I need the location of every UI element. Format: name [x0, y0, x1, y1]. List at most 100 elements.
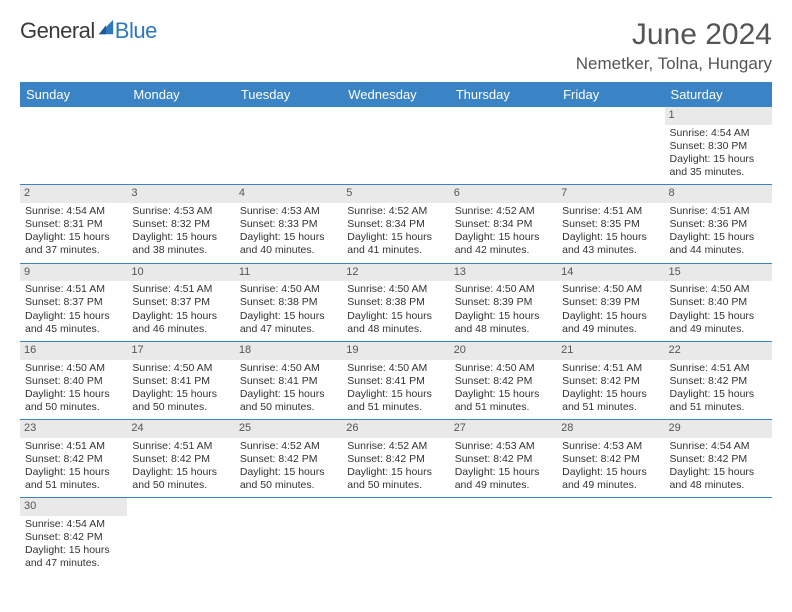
- day-sunset: Sunset: 8:38 PM: [347, 296, 444, 309]
- day-d2: and 40 minutes.: [240, 244, 337, 257]
- calendar-empty-cell: [450, 107, 557, 185]
- day-sunrise: Sunrise: 4:54 AM: [670, 440, 767, 453]
- day-sunset: Sunset: 8:34 PM: [347, 218, 444, 231]
- day-number: 17: [127, 342, 234, 360]
- day-d1: Daylight: 15 hours: [670, 388, 767, 401]
- brand-blue: Blue: [115, 18, 157, 44]
- day-sunrise: Sunrise: 4:53 AM: [132, 205, 229, 218]
- day-number: 6: [450, 185, 557, 203]
- day-sunrise: Sunrise: 4:50 AM: [455, 283, 552, 296]
- weekday-header: Saturday: [665, 82, 772, 107]
- day-d1: Daylight: 15 hours: [347, 310, 444, 323]
- day-sunrise: Sunrise: 4:52 AM: [347, 440, 444, 453]
- day-d2: and 50 minutes.: [132, 401, 229, 414]
- day-number: 11: [235, 264, 342, 282]
- day-d1: Daylight: 15 hours: [240, 388, 337, 401]
- day-sunset: Sunset: 8:42 PM: [562, 375, 659, 388]
- day-d1: Daylight: 15 hours: [562, 310, 659, 323]
- day-d2: and 46 minutes.: [132, 323, 229, 336]
- calendar-day-cell: 30Sunrise: 4:54 AMSunset: 8:42 PMDayligh…: [20, 498, 127, 576]
- calendar-week-row: 2Sunrise: 4:54 AMSunset: 8:31 PMDaylight…: [20, 185, 772, 263]
- calendar-empty-cell: [235, 498, 342, 576]
- day-d1: Daylight: 15 hours: [132, 466, 229, 479]
- day-sunset: Sunset: 8:42 PM: [25, 531, 122, 544]
- day-sunset: Sunset: 8:35 PM: [562, 218, 659, 231]
- calendar-day-cell: 3Sunrise: 4:53 AMSunset: 8:32 PMDaylight…: [127, 185, 234, 263]
- day-d2: and 51 minutes.: [25, 479, 122, 492]
- calendar-empty-cell: [127, 107, 234, 185]
- calendar-empty-cell: [665, 498, 772, 576]
- day-d2: and 48 minutes.: [455, 323, 552, 336]
- day-sunset: Sunset: 8:39 PM: [455, 296, 552, 309]
- day-number: 25: [235, 420, 342, 438]
- day-d2: and 50 minutes.: [25, 401, 122, 414]
- day-d2: and 45 minutes.: [25, 323, 122, 336]
- day-d1: Daylight: 15 hours: [132, 310, 229, 323]
- calendar-day-cell: 20Sunrise: 4:50 AMSunset: 8:42 PMDayligh…: [450, 341, 557, 419]
- day-number: 18: [235, 342, 342, 360]
- day-sunset: Sunset: 8:40 PM: [25, 375, 122, 388]
- day-d1: Daylight: 15 hours: [25, 544, 122, 557]
- day-d2: and 35 minutes.: [670, 166, 767, 179]
- sail-icon: [97, 18, 115, 36]
- day-sunset: Sunset: 8:42 PM: [240, 453, 337, 466]
- day-sunset: Sunset: 8:42 PM: [562, 453, 659, 466]
- day-number: 26: [342, 420, 449, 438]
- calendar-empty-cell: [450, 498, 557, 576]
- day-d2: and 48 minutes.: [347, 323, 444, 336]
- day-number: 9: [20, 264, 127, 282]
- day-sunrise: Sunrise: 4:51 AM: [25, 440, 122, 453]
- day-d2: and 37 minutes.: [25, 244, 122, 257]
- calendar-week-row: 23Sunrise: 4:51 AMSunset: 8:42 PMDayligh…: [20, 420, 772, 498]
- day-d1: Daylight: 15 hours: [670, 466, 767, 479]
- day-d1: Daylight: 15 hours: [25, 310, 122, 323]
- day-d2: and 51 minutes.: [562, 401, 659, 414]
- day-sunset: Sunset: 8:30 PM: [670, 140, 767, 153]
- day-d2: and 48 minutes.: [670, 479, 767, 492]
- day-number: 10: [127, 264, 234, 282]
- day-d2: and 51 minutes.: [670, 401, 767, 414]
- calendar-empty-cell: [557, 498, 664, 576]
- day-d1: Daylight: 15 hours: [240, 231, 337, 244]
- day-sunset: Sunset: 8:42 PM: [132, 453, 229, 466]
- day-number: 7: [557, 185, 664, 203]
- calendar-empty-cell: [20, 107, 127, 185]
- day-sunrise: Sunrise: 4:54 AM: [670, 127, 767, 140]
- day-d2: and 47 minutes.: [240, 323, 337, 336]
- calendar-table: SundayMondayTuesdayWednesdayThursdayFrid…: [20, 82, 772, 576]
- day-sunrise: Sunrise: 4:50 AM: [347, 362, 444, 375]
- weekday-header: Sunday: [20, 82, 127, 107]
- calendar-day-cell: 21Sunrise: 4:51 AMSunset: 8:42 PMDayligh…: [557, 341, 664, 419]
- day-sunrise: Sunrise: 4:50 AM: [347, 283, 444, 296]
- day-number: 24: [127, 420, 234, 438]
- calendar-day-cell: 11Sunrise: 4:50 AMSunset: 8:38 PMDayligh…: [235, 263, 342, 341]
- day-d1: Daylight: 15 hours: [562, 466, 659, 479]
- weekday-header: Tuesday: [235, 82, 342, 107]
- day-sunrise: Sunrise: 4:52 AM: [455, 205, 552, 218]
- day-d1: Daylight: 15 hours: [670, 231, 767, 244]
- day-d1: Daylight: 15 hours: [132, 231, 229, 244]
- weekday-header: Monday: [127, 82, 234, 107]
- day-sunset: Sunset: 8:39 PM: [562, 296, 659, 309]
- day-sunrise: Sunrise: 4:50 AM: [25, 362, 122, 375]
- day-sunrise: Sunrise: 4:52 AM: [240, 440, 337, 453]
- calendar-day-cell: 23Sunrise: 4:51 AMSunset: 8:42 PMDayligh…: [20, 420, 127, 498]
- day-d1: Daylight: 15 hours: [455, 310, 552, 323]
- day-d1: Daylight: 15 hours: [347, 231, 444, 244]
- day-sunrise: Sunrise: 4:51 AM: [562, 205, 659, 218]
- day-sunset: Sunset: 8:37 PM: [25, 296, 122, 309]
- day-number: 15: [665, 264, 772, 282]
- day-d1: Daylight: 15 hours: [132, 388, 229, 401]
- day-number: 20: [450, 342, 557, 360]
- calendar-week-row: 1Sunrise: 4:54 AMSunset: 8:30 PMDaylight…: [20, 107, 772, 185]
- location: Nemetker, Tolna, Hungary: [576, 54, 772, 74]
- calendar-day-cell: 22Sunrise: 4:51 AMSunset: 8:42 PMDayligh…: [665, 341, 772, 419]
- day-sunset: Sunset: 8:40 PM: [670, 296, 767, 309]
- calendar-day-cell: 10Sunrise: 4:51 AMSunset: 8:37 PMDayligh…: [127, 263, 234, 341]
- calendar-empty-cell: [235, 107, 342, 185]
- day-number: 5: [342, 185, 449, 203]
- day-sunrise: Sunrise: 4:51 AM: [670, 362, 767, 375]
- day-number: 13: [450, 264, 557, 282]
- day-d2: and 51 minutes.: [347, 401, 444, 414]
- calendar-day-cell: 24Sunrise: 4:51 AMSunset: 8:42 PMDayligh…: [127, 420, 234, 498]
